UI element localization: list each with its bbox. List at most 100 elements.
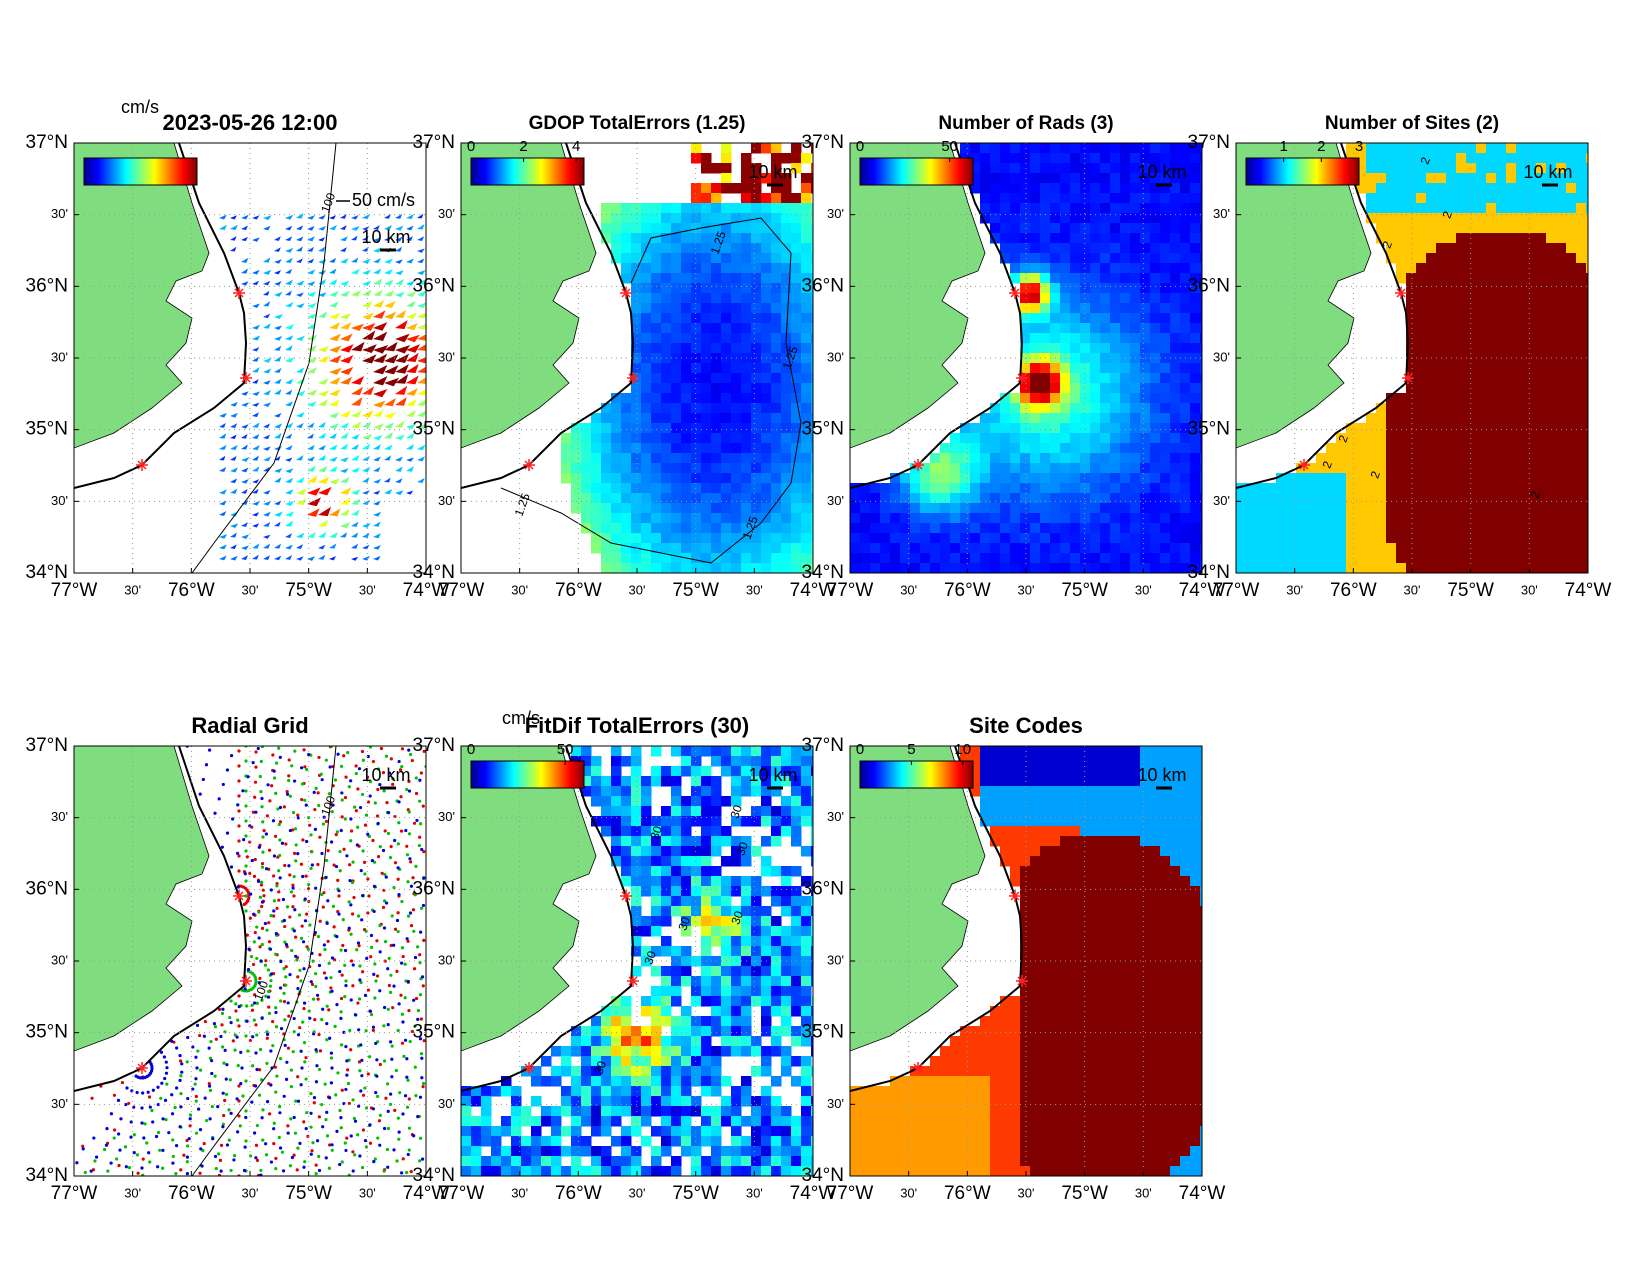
field-cell bbox=[1120, 163, 1131, 174]
field-cell bbox=[661, 453, 672, 464]
field-cell bbox=[1456, 193, 1467, 204]
site-marker bbox=[912, 459, 924, 471]
field-cell bbox=[1030, 403, 1041, 414]
field-cell bbox=[1446, 323, 1457, 334]
field-cell bbox=[1486, 253, 1497, 264]
field-cell bbox=[1070, 333, 1081, 344]
field-cell bbox=[970, 493, 981, 504]
field-cell bbox=[1566, 293, 1577, 304]
field-cell bbox=[1040, 183, 1051, 194]
field-cell bbox=[731, 363, 742, 374]
field-cell bbox=[1346, 443, 1357, 454]
radial-point bbox=[347, 785, 351, 789]
field-cell bbox=[1566, 223, 1577, 234]
vector-arrow bbox=[362, 330, 376, 341]
field-cell bbox=[1000, 433, 1011, 444]
field-cell bbox=[1170, 423, 1181, 434]
field-cell bbox=[1150, 173, 1161, 184]
field-cell bbox=[741, 453, 752, 464]
field-cell bbox=[781, 383, 792, 394]
field-cell bbox=[1566, 493, 1577, 504]
field-cell bbox=[1266, 483, 1277, 494]
field-cell bbox=[1020, 513, 1031, 524]
field-cell bbox=[1516, 163, 1527, 174]
field-cell bbox=[1376, 473, 1387, 484]
radial-point bbox=[175, 1046, 179, 1050]
field-cell bbox=[691, 263, 702, 274]
field-cell bbox=[1496, 303, 1507, 314]
field-cell bbox=[1556, 423, 1567, 434]
field-cell bbox=[1070, 413, 1081, 424]
field-cell bbox=[1246, 533, 1257, 544]
field-cell bbox=[641, 263, 652, 274]
field-cell bbox=[601, 413, 612, 424]
field-cell bbox=[1080, 193, 1091, 204]
field-cell bbox=[1020, 493, 1031, 504]
field-cell bbox=[1060, 543, 1071, 554]
radial-point bbox=[352, 895, 356, 900]
field-cell bbox=[1436, 183, 1447, 194]
field-cell bbox=[1246, 513, 1257, 524]
field-cell bbox=[1526, 473, 1537, 484]
field-cell bbox=[1050, 243, 1061, 254]
radial-point bbox=[391, 1006, 395, 1010]
radial-point bbox=[237, 824, 241, 828]
radial-point bbox=[379, 746, 384, 751]
field-cell bbox=[1236, 533, 1247, 544]
radial-point bbox=[301, 874, 305, 879]
field-cell bbox=[761, 443, 772, 454]
field-cell bbox=[781, 243, 792, 254]
field-cell bbox=[1436, 483, 1447, 494]
field-cell bbox=[581, 433, 592, 444]
radial-point bbox=[268, 1112, 272, 1116]
field-cell bbox=[1160, 183, 1171, 194]
field-cell bbox=[1120, 403, 1131, 414]
field-cell bbox=[1050, 283, 1061, 294]
radial-point bbox=[389, 943, 393, 948]
field-cell bbox=[920, 473, 931, 484]
radial-point bbox=[272, 909, 276, 913]
barrier-islands bbox=[74, 143, 248, 489]
radial-point bbox=[303, 897, 307, 901]
field-cell bbox=[1130, 563, 1141, 573]
field-cell bbox=[631, 533, 642, 544]
field-cell bbox=[591, 413, 602, 424]
radial-point bbox=[314, 1172, 318, 1176]
radial-point bbox=[405, 853, 410, 857]
field-cell bbox=[1516, 433, 1527, 444]
field-cell bbox=[1160, 513, 1171, 524]
radial-point bbox=[383, 829, 387, 833]
field-cell bbox=[990, 193, 1001, 204]
field-cell bbox=[1516, 253, 1527, 264]
field-cell bbox=[1416, 323, 1427, 334]
vector-arrow bbox=[230, 478, 238, 484]
field-cell bbox=[811, 313, 813, 324]
field-cell bbox=[960, 463, 971, 474]
field-cell bbox=[1170, 283, 1181, 294]
radial-point bbox=[252, 1131, 257, 1135]
field-cell bbox=[1486, 383, 1497, 394]
field-cell bbox=[1266, 503, 1277, 514]
vector-arrow bbox=[230, 401, 238, 407]
field-cell bbox=[671, 273, 682, 284]
field-cell bbox=[1406, 473, 1417, 484]
radial-point bbox=[202, 1141, 206, 1146]
field-cell bbox=[970, 433, 981, 444]
field-cell bbox=[641, 233, 652, 244]
vector-arrow bbox=[230, 236, 237, 241]
field-cell bbox=[1080, 203, 1091, 214]
radial-point bbox=[293, 749, 297, 753]
radial-point bbox=[265, 1100, 270, 1104]
field-cell bbox=[1466, 193, 1477, 204]
field-cell bbox=[1070, 283, 1081, 294]
field-cell bbox=[1110, 553, 1121, 564]
field-cell bbox=[1020, 323, 1031, 334]
field-cell bbox=[1326, 533, 1337, 544]
field-cell bbox=[1546, 543, 1557, 554]
field-cell bbox=[1030, 463, 1041, 474]
radial-point bbox=[220, 1011, 225, 1015]
field-cell bbox=[1080, 563, 1091, 573]
field-cell bbox=[1010, 433, 1021, 444]
field-cell bbox=[1406, 213, 1417, 224]
vector-arrow bbox=[263, 301, 271, 307]
